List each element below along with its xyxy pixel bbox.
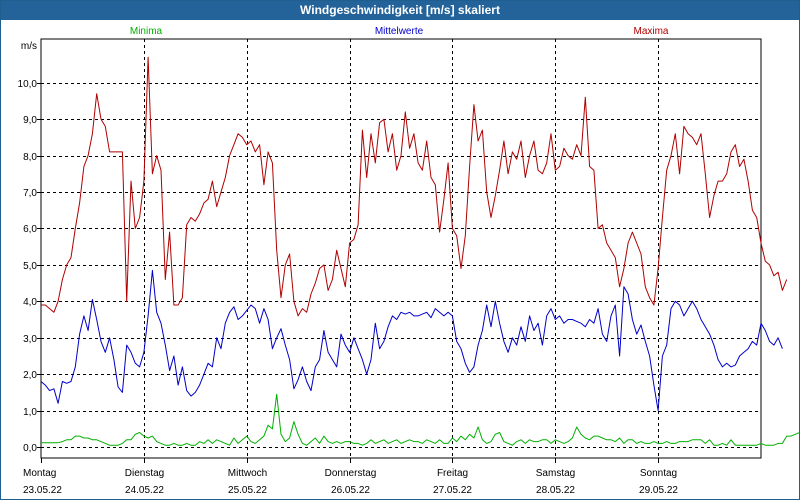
- x-day-label: Samstag: [536, 468, 575, 479]
- y-tick-label: 7,0: [23, 188, 37, 199]
- x-date-label: 25.05.22: [228, 485, 267, 496]
- x-date-label: 28.05.22: [536, 485, 575, 496]
- y-tick-label: 5,0: [23, 261, 37, 272]
- x-date-label: 24.05.22: [125, 485, 164, 496]
- chart-title: Windgeschwindigkeit [m/s] skaliert: [1, 1, 799, 20]
- x-day-label: Montag: [23, 468, 56, 479]
- y-tick-label: 9,0: [23, 115, 37, 126]
- y-tick-label: 4,0: [23, 297, 37, 308]
- x-day-label: Donnerstag: [325, 468, 377, 479]
- y-tick-label: 0,0: [23, 443, 37, 454]
- legend-minima: Minima: [130, 26, 163, 37]
- y-tick-label: 10,0: [18, 79, 38, 90]
- y-tick-label: 6,0: [23, 224, 37, 235]
- x-day-label: Sonntag: [640, 468, 677, 479]
- y-tick-label: 2,0: [23, 370, 37, 381]
- x-day-label: Mittwoch: [228, 468, 267, 479]
- x-date-label: 23.05.22: [23, 485, 62, 496]
- x-day-label: Dienstag: [125, 468, 164, 479]
- series-line-minima: [41, 393, 799, 446]
- plot-area: [40, 38, 762, 459]
- x-date-label: 27.05.22: [433, 485, 472, 496]
- y-tick-label: 1,0: [23, 407, 37, 418]
- y-axis-label: m/s: [21, 41, 37, 52]
- x-day-label: Freitag: [437, 468, 468, 479]
- y-tick-label: 3,0: [23, 334, 37, 345]
- legend-mittelwerte: Mittelwerte: [375, 26, 424, 37]
- y-tick-label: 8,0: [23, 152, 37, 163]
- legend-maxima: Maxima: [633, 26, 668, 37]
- series-line-mittelwerte: [40, 269, 783, 412]
- x-date-label: 29.05.22: [639, 485, 678, 496]
- x-date-label: 26.05.22: [331, 485, 370, 496]
- series-line-maxima: [41, 56, 788, 317]
